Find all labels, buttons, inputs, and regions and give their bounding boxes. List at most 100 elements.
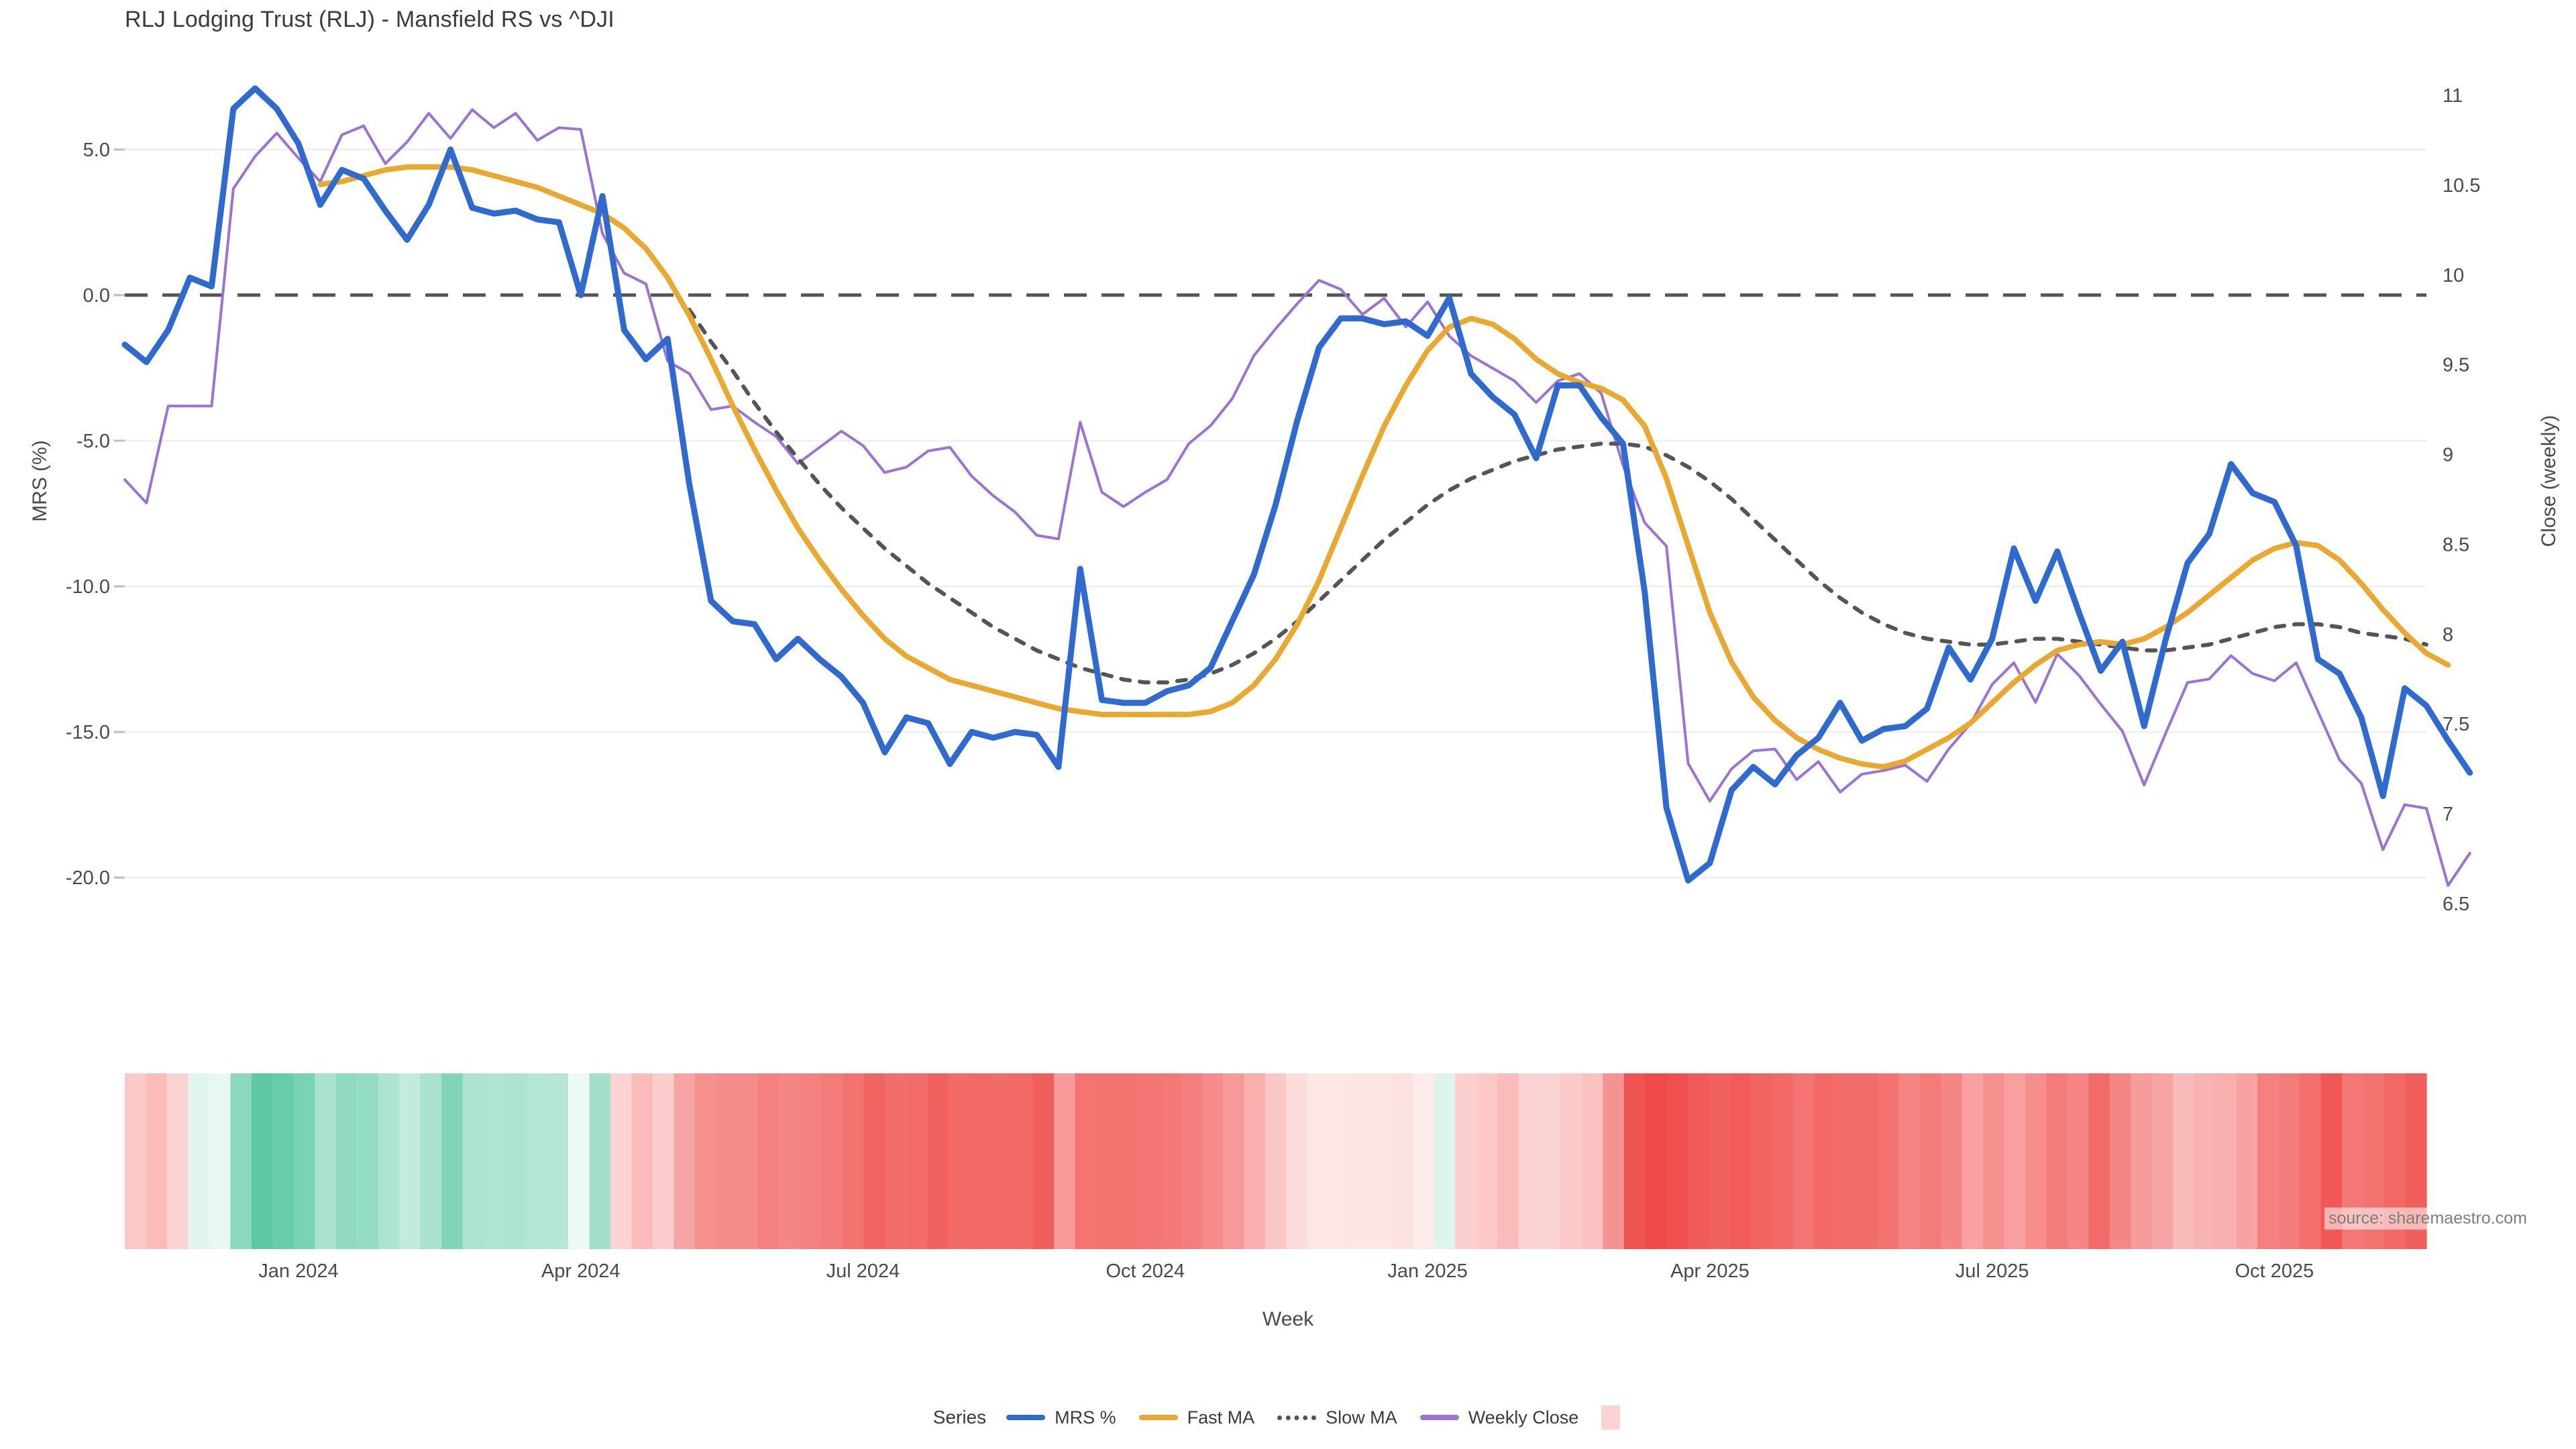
heatmap-band — [2131, 1073, 2153, 1249]
heatmap-band — [1898, 1073, 1921, 1249]
heatmap-band — [1772, 1073, 1794, 1249]
heatmap-band — [1919, 1073, 1941, 1249]
heatmap-band — [1265, 1073, 1287, 1249]
heatmap-band — [2173, 1073, 2195, 1249]
heatmap-band — [1729, 1073, 1752, 1249]
legend-item-weekly-close[interactable]: Weekly Close — [1419, 1407, 1578, 1428]
heatmap-band — [2278, 1073, 2300, 1249]
y-tick-right-3: 9.5 — [2443, 355, 2469, 376]
heatmap-band — [1032, 1073, 1055, 1249]
heatmap-band — [2236, 1073, 2258, 1249]
heatmap-band — [230, 1073, 252, 1249]
heatmap-band — [2257, 1073, 2279, 1249]
heatmap-band — [357, 1073, 379, 1249]
heatmap-band — [779, 1073, 801, 1249]
legend-swatch-mrs-icon — [1006, 1415, 1046, 1420]
legend-item-fast-ma[interactable]: Fast MA — [1138, 1407, 1255, 1428]
heatmap-band — [166, 1073, 189, 1249]
y-tick-left-2: -5.0 — [76, 431, 110, 452]
x-tick-5: Apr 2025 — [1670, 1260, 1750, 1282]
x-tick-4: Jan 2025 — [1387, 1260, 1467, 1282]
legend-label-fast-ma: Fast MA — [1187, 1407, 1255, 1428]
heatmap-band — [1371, 1073, 1393, 1249]
heatmap-band — [1877, 1073, 1899, 1249]
heatmap-band — [2109, 1073, 2132, 1249]
heatmap-band — [1603, 1073, 1625, 1249]
y-tick-left-3: -10.0 — [66, 576, 110, 598]
series-line-slow-ma — [687, 307, 2428, 685]
heatmap-band — [1750, 1073, 1772, 1249]
x-tick-6: Jul 2025 — [1955, 1260, 2029, 1282]
y-tick-right-8: 7 — [2443, 804, 2453, 825]
heatmap-band — [674, 1073, 696, 1249]
heatmap-band — [2067, 1073, 2090, 1249]
heatmap-band — [1623, 1073, 1646, 1249]
heatmap-band — [335, 1073, 358, 1249]
heatmap-band — [694, 1073, 717, 1249]
x-tick-0: Jan 2024 — [258, 1260, 338, 1282]
heatmap-band — [484, 1073, 506, 1249]
heatmap-band — [821, 1073, 843, 1249]
series-line-fast-ma — [317, 164, 2451, 770]
chart-title: RLJ Lodging Trust (RLJ) - Mansfield RS v… — [125, 7, 614, 32]
heatmap-band — [2194, 1073, 2216, 1249]
heatmap-band — [1835, 1073, 1857, 1249]
heatmap-band — [547, 1073, 569, 1249]
heatmap-band — [1962, 1073, 1984, 1249]
heatmap-band — [652, 1073, 675, 1249]
heatmap-band — [1581, 1073, 1604, 1249]
y-tick-right-4: 9 — [2443, 445, 2453, 466]
heatmap-band — [1413, 1073, 1435, 1249]
heatmap-band — [2215, 1073, 2237, 1249]
heatmap-band — [2046, 1073, 2068, 1249]
heatmap-band — [2088, 1073, 2110, 1249]
heatmap-band — [1328, 1073, 1350, 1249]
legend-swatch-slow-ma-icon — [1277, 1415, 1317, 1420]
heatmap-band — [1286, 1073, 1308, 1249]
heatmap-band — [948, 1073, 970, 1249]
y-tick-left-0: 5.0 — [83, 140, 110, 161]
chart-legend: Series MRS % Fast MA Slow MA Weekly Clos… — [0, 1405, 2576, 1430]
y-axis-label-right: Close (weekly) — [2538, 415, 2560, 547]
y-axis-label-left: MRS (%) — [29, 440, 51, 522]
y-tick-left-4: -15.0 — [66, 722, 110, 743]
heatmap-band — [1645, 1073, 1667, 1249]
heatmap-band — [863, 1073, 885, 1249]
legend-label-slow-ma: Slow MA — [1326, 1407, 1397, 1428]
heatmap-band — [906, 1073, 928, 1249]
heatmap-band — [1792, 1073, 1815, 1249]
y-tick-right-5: 8.5 — [2443, 534, 2469, 555]
legend-item-mrs[interactable]: MRS % — [1006, 1407, 1116, 1428]
heatmap-band — [2300, 1073, 2322, 1249]
heatmap-band — [209, 1073, 231, 1249]
heatmap-band — [2151, 1073, 2174, 1249]
y-tick-left-1: 0.0 — [83, 285, 110, 307]
heatmap-band — [1708, 1073, 1730, 1249]
heatmap-band — [927, 1073, 949, 1249]
legend-item-heatmap[interactable] — [1601, 1405, 1621, 1430]
heatmap-band — [1856, 1073, 1878, 1249]
heatmap-band — [1075, 1073, 1097, 1249]
heatmap-band — [1982, 1073, 2005, 1249]
heatmap-band — [1349, 1073, 1371, 1249]
legend-item-slow-ma[interactable]: Slow MA — [1277, 1407, 1397, 1428]
heatmap-band — [2025, 1073, 2047, 1249]
heatmap-band — [462, 1073, 484, 1249]
heatmap-band — [1434, 1073, 1456, 1249]
y-tick-right-9: 6.5 — [2443, 894, 2469, 915]
heatmap-band — [1307, 1073, 1329, 1249]
heatmap-band — [1476, 1073, 1498, 1249]
heatmap-band — [1814, 1073, 1836, 1249]
heatmap-band — [737, 1073, 759, 1249]
heatmap-band — [969, 1073, 991, 1249]
y-tick-right-1: 10.5 — [2443, 175, 2480, 197]
heatmap-band — [1539, 1073, 1562, 1249]
x-tick-7: Oct 2025 — [2235, 1260, 2314, 1282]
mrs-heatmap-strip — [125, 1073, 2427, 1249]
heatmap-band — [1053, 1073, 1076, 1249]
heatmap-band — [1666, 1073, 1688, 1249]
heatmap-band — [1455, 1073, 1477, 1249]
heatmap-band — [1497, 1073, 1519, 1249]
